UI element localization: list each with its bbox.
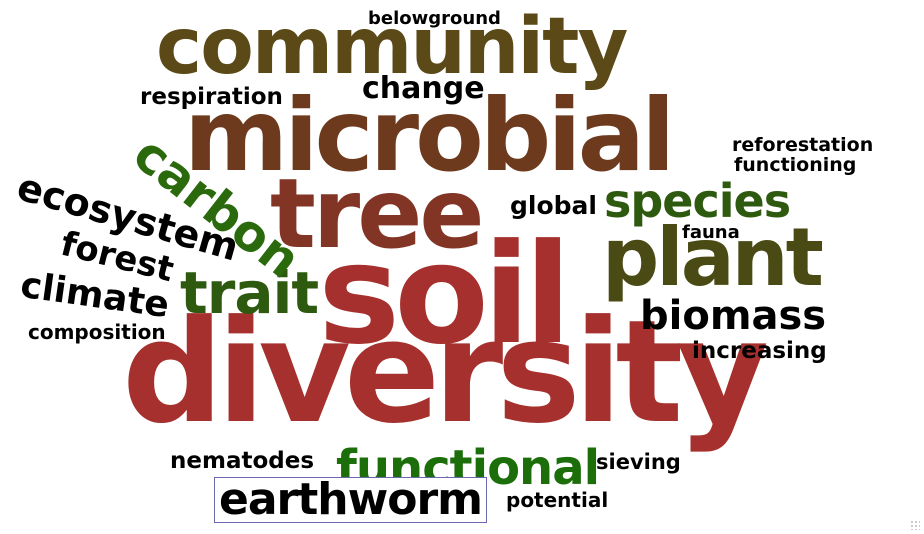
word-belowground: belowground [368, 8, 501, 29]
word-species: species [604, 174, 791, 228]
word-microbial: microbial [184, 77, 675, 194]
word-potential: potential [506, 488, 609, 512]
word-increasing: increasing [692, 338, 827, 364]
word-fauna: fauna [682, 222, 740, 243]
word-tree: tree [270, 158, 484, 270]
word-functioning: functioning [734, 154, 857, 176]
word-sieving: sieving [596, 450, 681, 474]
word-respiration: respiration [140, 84, 283, 110]
word-change: change [362, 71, 485, 106]
word-biomass: biomass [640, 293, 827, 339]
word-global: global [510, 191, 597, 220]
word-plant: plant [602, 211, 824, 304]
resize-grip [910, 520, 920, 530]
word-soil: soil [318, 214, 572, 375]
word-composition: composition [28, 320, 166, 344]
word-community: community [156, 2, 628, 92]
word-diversity: diversity [122, 290, 769, 455]
word-reforestation: reforestation [732, 134, 874, 156]
word-earthworm: earthworm [214, 477, 488, 523]
word-trait: trait [180, 259, 319, 327]
word-nematodes: nematodes [170, 448, 315, 474]
